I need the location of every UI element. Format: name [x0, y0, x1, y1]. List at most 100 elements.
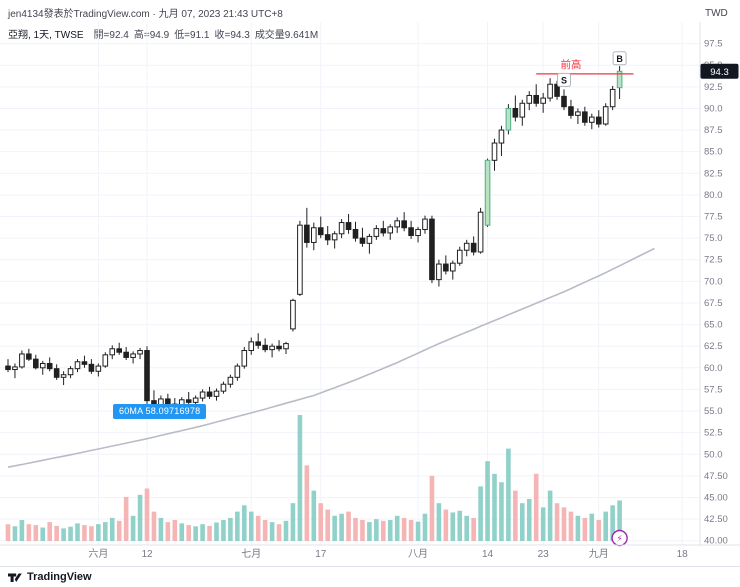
candle-body	[415, 228, 421, 237]
price-tick-label: 70.0	[704, 276, 723, 287]
candle	[561, 89, 567, 111]
volume-bar	[186, 525, 191, 541]
candle	[199, 389, 206, 402]
candle	[81, 355, 88, 368]
volume-bar	[520, 503, 525, 541]
candle	[220, 381, 227, 394]
candle-body	[317, 227, 324, 236]
volume-bar	[485, 461, 490, 541]
candle-body	[227, 376, 234, 385]
ma60-value-label: 60MA 58.09716978	[113, 404, 207, 419]
candle-body	[498, 129, 505, 144]
candle-body	[33, 358, 39, 369]
time-tick-label: 七月	[241, 548, 261, 560]
candle	[477, 207, 484, 254]
candle-body	[81, 361, 88, 365]
time-tick-label: 八月	[408, 548, 428, 560]
candle-body	[137, 350, 143, 355]
candle-body	[130, 353, 136, 358]
candle-body	[408, 227, 414, 237]
candle-body	[602, 106, 609, 125]
candle	[575, 108, 581, 125]
volume-bar	[5, 524, 11, 541]
candle-body	[276, 345, 282, 350]
volume-bar	[582, 517, 588, 541]
volume-bar	[109, 517, 115, 541]
candle-body	[505, 107, 512, 131]
candle	[290, 298, 296, 332]
price-tick-label: 85.0	[704, 147, 723, 158]
volume-bar	[12, 526, 18, 541]
volume-bar	[610, 505, 615, 541]
volume-bar	[506, 448, 511, 541]
currency-label: TWD	[705, 8, 728, 19]
price-tick-label: 65.0	[704, 320, 723, 331]
volume-bar	[26, 524, 32, 541]
price-tick-label: 55.0	[704, 406, 723, 417]
candle-body	[213, 390, 220, 397]
prior-high-label: 前高	[560, 58, 581, 71]
volume-bar	[492, 473, 497, 541]
candle	[144, 346, 150, 405]
candle	[582, 106, 588, 126]
candle-body	[144, 350, 150, 402]
candle-body	[185, 399, 192, 403]
volume-bar	[68, 526, 73, 541]
time-tick-label: 14	[482, 549, 494, 560]
candle-body	[116, 348, 123, 353]
candle-body	[456, 249, 463, 264]
volume-bar	[137, 494, 143, 541]
volume-bar	[33, 525, 39, 541]
volume-bar	[40, 527, 46, 541]
candle-body	[234, 365, 241, 378]
candle	[109, 345, 116, 360]
price-tick-label: 75.0	[704, 233, 723, 244]
last-price-tag-bg	[700, 63, 739, 79]
candle	[331, 231, 338, 249]
candle	[60, 371, 67, 386]
candle	[185, 392, 192, 405]
volume-bar	[617, 500, 622, 541]
price-tick-label: 47.50	[704, 471, 728, 482]
price-tick-label: 72.5	[704, 255, 723, 266]
volume-bar	[242, 505, 247, 541]
time-axis[interactable]: 六月 12 七月 17 八月 14 23 九月 18	[88, 548, 688, 560]
volume-bar	[255, 515, 261, 541]
candle	[102, 352, 109, 368]
volume-bar	[311, 490, 317, 541]
candle	[547, 78, 553, 102]
volume-bar	[193, 526, 198, 541]
tradingview-logo-icon[interactable]	[8, 570, 22, 584]
price-chart[interactable]: 前高SB⚡97.595.092.590.087.585.082.580.077.…	[0, 0, 740, 566]
candle-body	[19, 353, 25, 368]
price-tick-label: 82.5	[704, 168, 723, 179]
time-tick-label: 23	[538, 549, 550, 560]
idea-marker[interactable]: ⚡	[611, 529, 628, 547]
candle	[456, 246, 463, 266]
volume-bar	[248, 511, 254, 541]
candle-body	[102, 354, 109, 367]
candle	[352, 221, 359, 242]
volume-bar	[297, 415, 303, 541]
legend-low: 低=91.1	[174, 30, 210, 41]
candle-body	[429, 218, 435, 281]
volume-bar	[568, 511, 574, 541]
candle-body	[192, 397, 199, 403]
price-tick-label: 42.50	[704, 514, 728, 525]
price-tick-label: 60.0	[704, 363, 723, 374]
candle-body	[283, 343, 289, 350]
price-axis[interactable]: 97.595.092.590.087.585.082.580.077.575.0…	[704, 39, 728, 547]
trade-marker-box	[557, 72, 571, 87]
volume-bar	[332, 515, 337, 541]
candle	[53, 364, 60, 380]
volume-bar	[387, 520, 393, 541]
volume-bar	[457, 510, 463, 541]
candle	[338, 219, 345, 239]
candle-body	[39, 362, 46, 369]
candle	[616, 66, 623, 99]
time-tick-label: 17	[315, 549, 327, 560]
volume-bar	[221, 520, 226, 541]
candle	[359, 227, 366, 247]
candle	[450, 260, 456, 280]
tradingview-wordmark[interactable]: TradingView	[27, 571, 92, 583]
